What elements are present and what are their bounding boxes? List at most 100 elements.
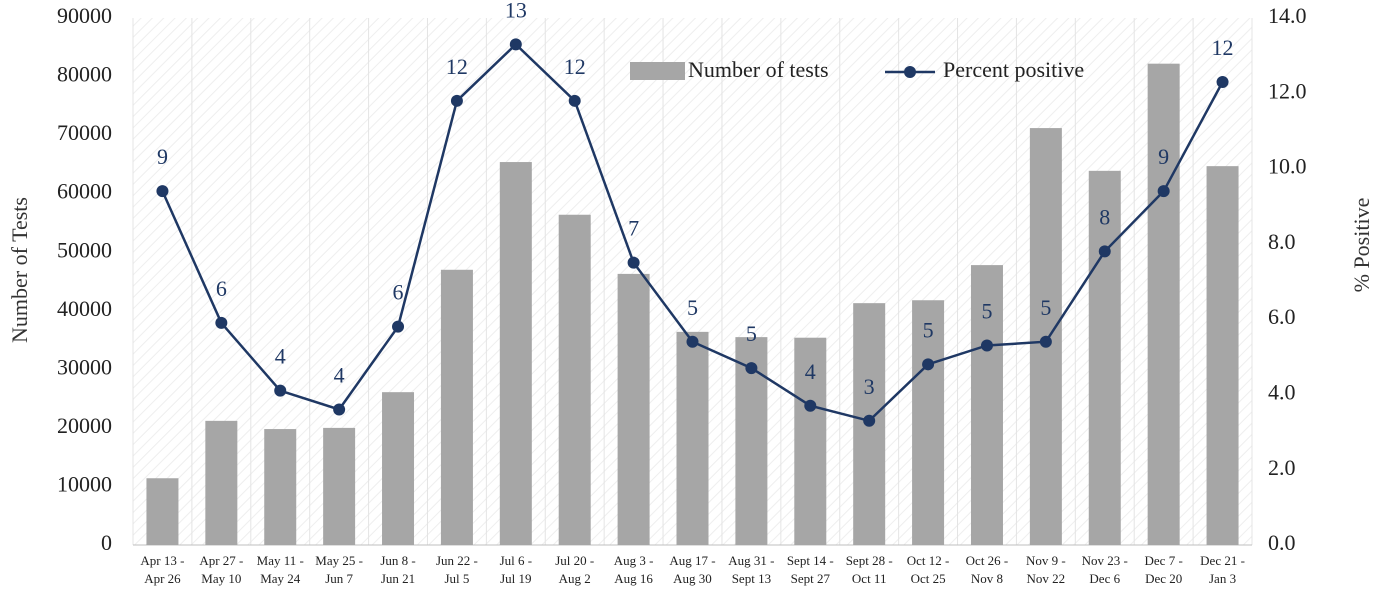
x-tick-label: Oct 26 - [966,553,1009,568]
x-tick-label: Apr 26 [144,571,181,586]
x-tick-label: Jun 21 [381,571,415,586]
point [922,358,935,371]
x-tick-label: Apr 13 - [140,553,184,568]
bar [794,337,827,545]
y2-tick-label: 14.0 [1268,3,1307,28]
point [215,316,228,329]
x-tick-label: Sept 28 - [846,553,893,568]
bar [499,162,532,545]
y2-tick-label: 6.0 [1268,304,1296,329]
data-label: 5 [981,299,992,324]
x-tick-label: Jul 6 - [500,553,533,568]
x-tick-label: Aug 31 - [728,553,774,568]
bar [146,478,179,545]
legend-swatch-marker [904,66,916,78]
x-tick-label: Jun 22 - [436,553,478,568]
data-label: 4 [805,359,816,384]
data-label: 9 [1158,144,1169,169]
point [1098,245,1111,258]
point [863,414,876,427]
x-tick-label: Dec 20 [1145,571,1182,586]
data-label: 5 [687,295,698,320]
point [274,384,287,397]
point [804,399,817,412]
x-tick-label: May 25 - [315,553,363,568]
data-label: 5 [1040,295,1051,320]
y-axis-title: Number of Tests [7,197,32,343]
y2-tick-label: 4.0 [1268,379,1296,404]
x-tick-label: Aug 30 [673,571,712,586]
bar [205,420,238,545]
bar [912,300,945,545]
x-tick-label: Oct 12 - [907,553,950,568]
legend-label: Number of tests [688,57,829,82]
bar [264,429,297,545]
x-tick-label: Jul 19 [500,571,531,586]
bar [440,269,473,545]
y-tick-label: 0 [101,530,112,555]
point [156,185,169,198]
bar [970,265,1003,545]
bar [676,331,709,545]
x-tick-label: Sept 14 - [787,553,834,568]
x-tick-label: Nov 23 - [1082,553,1128,568]
point [745,362,758,375]
point [568,94,581,107]
legend-swatch [630,62,685,80]
data-label: 12 [446,54,468,79]
data-label: 4 [275,344,286,369]
data-label: 6 [393,280,404,305]
bar [1206,166,1239,545]
data-label: 3 [864,374,875,399]
x-tick-label: May 10 [201,571,241,586]
point [450,94,463,107]
y-tick-label: 90000 [57,3,112,28]
x-tick-label: Dec 21 - [1200,553,1245,568]
data-label: 8 [1099,204,1110,229]
bar [617,273,650,545]
data-label: 6 [216,276,227,301]
x-tick-label: Dec 6 [1089,571,1120,586]
point [1157,185,1170,198]
data-label: 9 [157,144,168,169]
x-tick-label: Oct 11 [852,571,887,586]
y2-axis-title: % Positive [1349,198,1374,293]
x-tick-label: Aug 16 [614,571,653,586]
data-label: 12 [1212,35,1234,60]
x-tick-label: Jan 3 [1209,571,1236,586]
point [392,320,405,333]
x-tick-label: Sept 13 [732,571,771,586]
x-tick-label: Oct 25 [911,571,946,586]
y-tick-label: 70000 [57,120,112,145]
bar [1088,170,1121,545]
point [980,339,993,352]
data-label: 7 [628,216,639,241]
point [627,256,640,269]
y2-tick-label: 2.0 [1268,455,1296,480]
y-tick-label: 80000 [57,62,112,87]
y-tick-label: 10000 [57,471,112,496]
x-tick-label: Dec 7 - [1145,553,1183,568]
y-tick-label: 60000 [57,179,112,204]
data-label: 5 [923,317,934,342]
y2-tick-label: 12.0 [1268,78,1307,103]
x-tick-label: Aug 2 [559,571,591,586]
data-label: 13 [505,0,527,22]
y-tick-label: 50000 [57,237,112,262]
y-tick-label: 40000 [57,296,112,321]
point [509,38,522,51]
point [1216,75,1229,88]
bar [558,214,591,545]
y-tick-label: 20000 [57,413,112,438]
x-tick-label: May 24 [260,571,301,586]
x-tick-label: Apr 27 - [199,553,243,568]
data-label: 5 [746,321,757,346]
point [333,403,346,416]
data-label: 12 [564,54,586,79]
bar [1147,63,1180,545]
x-tick-label: Nov 9 - [1026,553,1066,568]
y2-tick-label: 8.0 [1268,229,1296,254]
legend-label: Percent positive [943,57,1084,82]
x-tick-label: Aug 17 - [669,553,715,568]
